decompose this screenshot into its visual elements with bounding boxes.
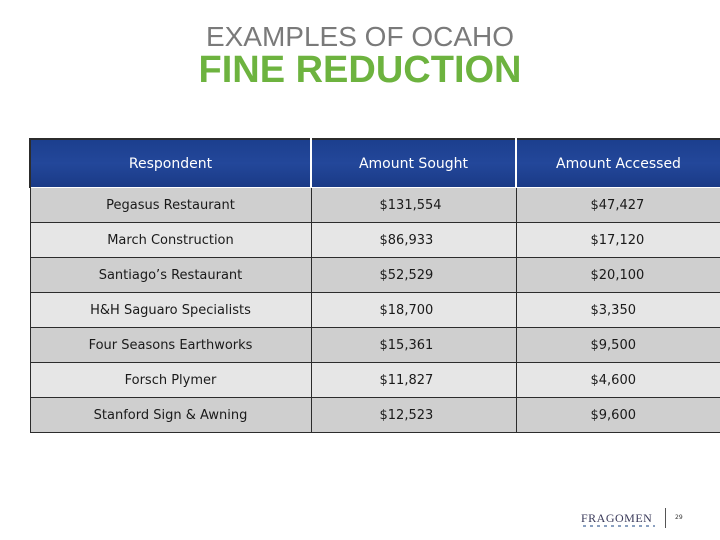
- respondent-cell: Stanford Sign & Awning: [29, 397, 312, 433]
- amount-accessed-cell: $4,600: [515, 362, 720, 398]
- header-amount-sought: Amount Sought: [310, 138, 517, 188]
- logo-tagline-decoration: [583, 525, 655, 527]
- data-table: Respondent Amount Sought Amount Accessed…: [29, 138, 720, 433]
- respondent-cell: Four Seasons Earthworks: [29, 327, 312, 363]
- table-row: Forsch Plymer $11,827 $4,600: [29, 362, 720, 398]
- header-amount-accessed: Amount Accessed: [515, 138, 720, 188]
- amount-sought-cell: $131,554: [310, 187, 517, 223]
- amount-sought-cell: $12,523: [310, 397, 517, 433]
- header-respondent: Respondent: [29, 138, 312, 188]
- fragomen-logo: FRAGOMEN: [581, 511, 653, 525]
- amount-accessed-cell: $3,350: [515, 292, 720, 328]
- table-row: Santiago’s Restaurant $52,529 $20,100: [29, 257, 720, 293]
- respondent-cell: Pegasus Restaurant: [29, 187, 312, 223]
- table-row: March Construction $86,933 $17,120: [29, 222, 720, 258]
- slide-title-top: EXAMPLES OF OCAHO: [205, 21, 515, 52]
- table-row: H&H Saguaro Specialists $18,700 $3,350: [29, 292, 720, 328]
- amount-sought-cell: $52,529: [310, 257, 517, 293]
- footer-divider: [665, 508, 666, 528]
- table-header-row: Respondent Amount Sought Amount Accessed: [29, 138, 720, 188]
- amount-accessed-cell: $17,120: [515, 222, 720, 258]
- amount-sought-cell: $86,933: [310, 222, 517, 258]
- respondent-cell: March Construction: [29, 222, 312, 258]
- table-row: Four Seasons Earthworks $15,361 $9,500: [29, 327, 720, 363]
- amount-accessed-cell: $47,427: [515, 187, 720, 223]
- page-number: 29: [675, 514, 683, 521]
- table-row: Stanford Sign & Awning $12,523 $9,600: [29, 397, 720, 433]
- amount-sought-cell: $15,361: [310, 327, 517, 363]
- slide-title-main: FINE REDUCTION: [198, 49, 522, 91]
- amount-sought-cell: $18,700: [310, 292, 517, 328]
- table-row: Pegasus Restaurant $131,554 $47,427: [29, 187, 720, 223]
- amount-sought-cell: $11,827: [310, 362, 517, 398]
- amount-accessed-cell: $9,600: [515, 397, 720, 433]
- respondent-cell: H&H Saguaro Specialists: [29, 292, 312, 328]
- amount-accessed-cell: $9,500: [515, 327, 720, 363]
- fine-reduction-table: Respondent Amount Sought Amount Accessed…: [29, 138, 720, 433]
- respondent-cell: Santiago’s Restaurant: [29, 257, 312, 293]
- respondent-cell: Forsch Plymer: [29, 362, 312, 398]
- amount-accessed-cell: $20,100: [515, 257, 720, 293]
